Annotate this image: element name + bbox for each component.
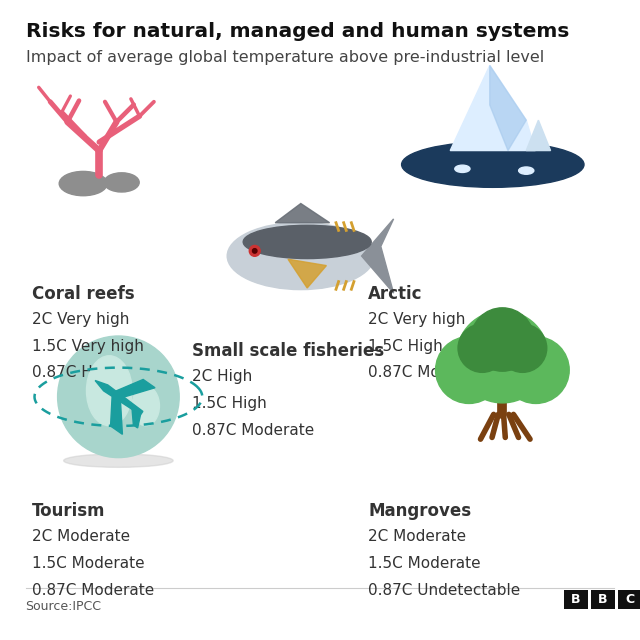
- Text: Source:IPCC: Source:IPCC: [26, 600, 102, 612]
- Circle shape: [436, 337, 502, 403]
- Text: 0.87C Moderate: 0.87C Moderate: [368, 365, 490, 380]
- Ellipse shape: [227, 222, 374, 289]
- Polygon shape: [526, 120, 550, 150]
- Ellipse shape: [132, 386, 159, 426]
- Ellipse shape: [60, 172, 108, 196]
- Ellipse shape: [86, 356, 132, 426]
- Ellipse shape: [64, 454, 173, 467]
- Text: 2C Moderate: 2C Moderate: [368, 529, 466, 544]
- Text: Coral reefs: Coral reefs: [32, 285, 134, 303]
- FancyBboxPatch shape: [591, 590, 615, 609]
- Text: 1.5C High: 1.5C High: [192, 396, 267, 411]
- Circle shape: [458, 324, 506, 372]
- Polygon shape: [362, 219, 394, 293]
- Ellipse shape: [104, 173, 140, 192]
- Text: 1.5C Moderate: 1.5C Moderate: [368, 556, 481, 571]
- Polygon shape: [116, 380, 155, 397]
- Ellipse shape: [243, 225, 371, 259]
- Polygon shape: [132, 409, 141, 428]
- Polygon shape: [111, 397, 122, 435]
- Text: Small scale fisheries: Small scale fisheries: [192, 342, 384, 360]
- Text: Risks for natural, managed and human systems: Risks for natural, managed and human sys…: [26, 22, 569, 42]
- Text: Impact of average global temperature above pre-industrial level: Impact of average global temperature abo…: [26, 50, 544, 65]
- Text: 0.87C Moderate: 0.87C Moderate: [192, 423, 314, 438]
- Text: Tourism: Tourism: [32, 502, 106, 520]
- Circle shape: [58, 336, 179, 458]
- Circle shape: [502, 337, 569, 403]
- Circle shape: [456, 311, 548, 403]
- Text: Arctic: Arctic: [368, 285, 422, 303]
- Text: B: B: [572, 593, 580, 606]
- Polygon shape: [275, 204, 330, 223]
- Ellipse shape: [402, 141, 584, 188]
- Text: 1.5C High: 1.5C High: [368, 339, 443, 353]
- Text: 0.87C Undetectable: 0.87C Undetectable: [368, 583, 520, 598]
- Text: 1.5C Moderate: 1.5C Moderate: [32, 556, 145, 571]
- Text: 2C High: 2C High: [192, 369, 252, 384]
- Circle shape: [471, 308, 534, 371]
- Circle shape: [252, 248, 257, 253]
- Circle shape: [249, 245, 260, 256]
- Text: 2C Moderate: 2C Moderate: [32, 529, 130, 544]
- Text: 2C Very high: 2C Very high: [32, 312, 129, 326]
- Ellipse shape: [518, 167, 534, 174]
- Polygon shape: [95, 381, 143, 415]
- Polygon shape: [451, 65, 535, 150]
- Text: 2C Very high: 2C Very high: [368, 312, 465, 326]
- Text: 1.5C Very high: 1.5C Very high: [32, 339, 144, 353]
- Circle shape: [499, 324, 547, 372]
- Polygon shape: [490, 65, 526, 150]
- Text: 0.87C High: 0.87C High: [32, 365, 116, 380]
- Text: 0.87C Moderate: 0.87C Moderate: [32, 583, 154, 598]
- Text: B: B: [598, 593, 607, 606]
- Ellipse shape: [455, 165, 470, 172]
- Text: Mangroves: Mangroves: [368, 502, 471, 520]
- Text: C: C: [625, 593, 634, 606]
- FancyBboxPatch shape: [618, 590, 640, 609]
- FancyBboxPatch shape: [564, 590, 588, 609]
- Polygon shape: [288, 259, 326, 288]
